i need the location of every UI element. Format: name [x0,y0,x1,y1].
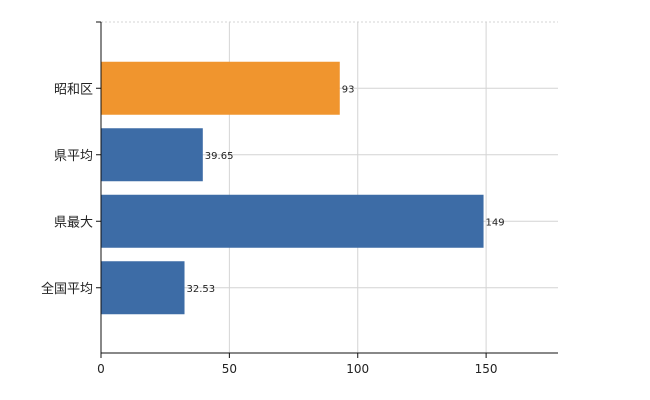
category-label: 全国平均 [41,281,93,297]
bar [101,194,484,248]
data-label: 149 [486,217,505,228]
x-tick-label: 0 [97,362,105,376]
x-tick-label: 100 [346,362,369,376]
axes [96,21,558,358]
x-tick-label: 50 [222,362,237,376]
category-label: 県最大 [54,215,93,230]
category-label: 昭和区 [54,82,93,97]
data-label: 32.53 [187,284,216,295]
bar [101,261,185,315]
x-tick-label: 150 [475,362,498,376]
data-label: 93 [342,84,355,95]
data-labels: 93 昭和区 39.65 県平均 149 県最大 32.53 全国平均 0 50 100 150 [41,82,505,376]
bar [101,128,203,182]
bars [101,61,484,315]
category-label: 県平均 [54,149,93,164]
bar [101,61,340,115]
data-label: 39.65 [205,151,234,162]
